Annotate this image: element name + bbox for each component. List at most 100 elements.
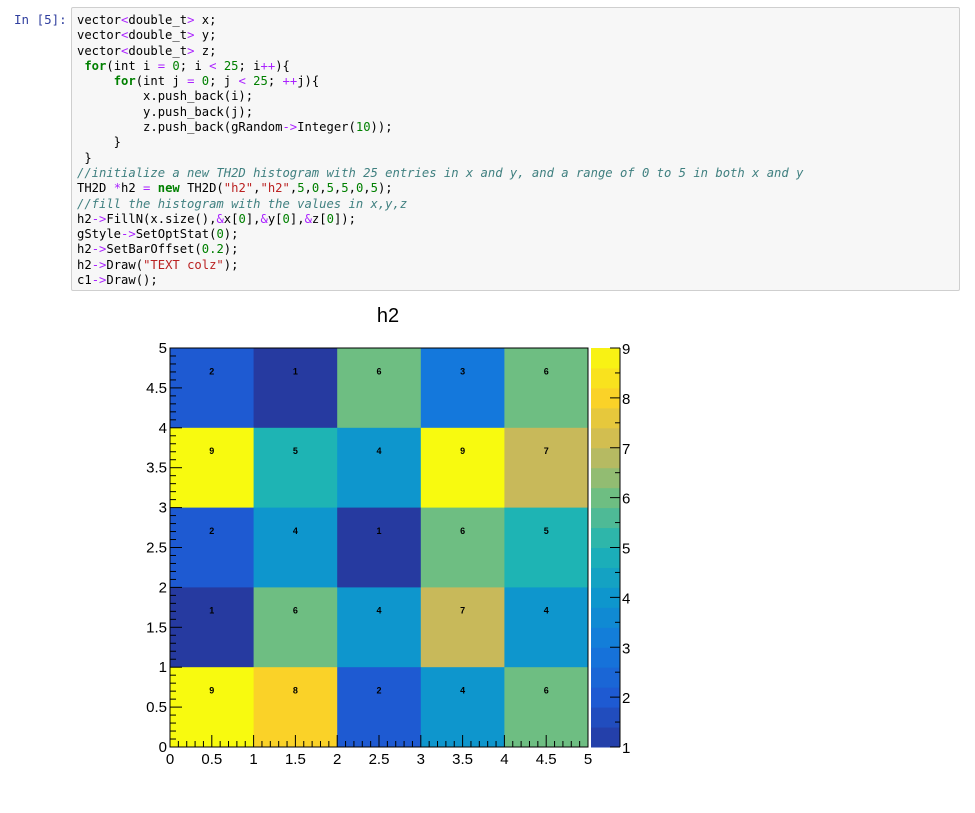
heatmap-cell: [420, 587, 505, 668]
cell-label: 2: [209, 526, 214, 536]
colorbar-tick-label: 6: [622, 491, 630, 508]
code-token: ; i: [238, 58, 261, 73]
heatmap-cell: [253, 427, 338, 509]
code-token: x;: [194, 13, 217, 27]
code-editor[interactable]: vector<double_t> x; vector<double_t> y; ve…: [77, 13, 803, 288]
code-line: vector<double_t> y;: [77, 28, 803, 43]
cell-label: 7: [544, 446, 549, 456]
colorbar-segment: [591, 587, 620, 608]
code-cell[interactable]: vector<double_t> x; vector<double_t> y; ve…: [71, 7, 960, 291]
code-token: ->: [91, 242, 107, 257]
code-token: >: [187, 43, 195, 58]
code-token: 0: [238, 211, 246, 226]
code-line: z.push_back(gRandom->Integer(10));: [77, 120, 803, 135]
y-tick-label: 2: [159, 579, 167, 596]
code-token: <: [121, 43, 129, 58]
code-token: ; j: [209, 74, 239, 89]
code-token: ],: [245, 211, 261, 226]
code-token: x.: [77, 89, 158, 104]
code-token: z;: [194, 43, 217, 58]
code-token: >: [187, 13, 195, 27]
colorbar-segment: [591, 507, 620, 529]
x-tick-label: 4.5: [536, 751, 557, 768]
cell-label: 4: [544, 606, 549, 616]
heatmap-cell: [170, 427, 255, 509]
y-tick-label: 4: [159, 420, 167, 437]
colorbar-segment: [591, 607, 620, 628]
code-token: =: [187, 74, 195, 89]
code-token: h2: [77, 257, 92, 272]
cell-label: 4: [376, 606, 381, 616]
code-line: TH2D *h2 = new TH2D("h2","h2",5,0,5,5,0,…: [77, 181, 803, 196]
code-line: c1->Draw();: [77, 273, 803, 288]
code-token: &: [304, 211, 312, 226]
x-tick-label: 5: [584, 751, 592, 768]
code-token: y.: [77, 104, 158, 119]
heatmap-cell: [420, 427, 505, 509]
colorbar-tick-label: 9: [622, 341, 630, 358]
colorbar-tick-label: 8: [622, 391, 630, 408]
heatmap-cell: [420, 667, 505, 748]
code-line: for(int j = 0; j < 25; ++j){: [77, 74, 803, 89]
y-tick-label: 3: [159, 500, 167, 517]
code-token: >: [187, 28, 195, 43]
code-token: ],: [289, 211, 305, 226]
colorbar-tick-label: 1: [622, 740, 630, 757]
code-token: 5: [297, 181, 305, 196]
code-token: 0: [216, 227, 224, 242]
cell-label: 9: [460, 446, 465, 456]
cell-label: 1: [293, 366, 298, 376]
code-token: ,: [333, 181, 342, 196]
code-line: //fill the histogram with the values in …: [77, 197, 803, 212]
code-token: "h2": [260, 181, 290, 196]
colorbar-segment: [591, 407, 620, 429]
code-token: );: [223, 257, 239, 272]
colorbar-tick-label: 7: [622, 441, 630, 458]
code-token: ; i: [179, 58, 210, 73]
colorbar-segment: [591, 348, 620, 369]
code-token: 0: [311, 181, 320, 196]
code-token: 5: [370, 181, 378, 196]
colorbar-segment: [591, 667, 620, 688]
code-line: }: [77, 135, 803, 150]
code-token: ++: [260, 58, 276, 73]
heatmap-cell: [253, 667, 338, 748]
heatmap-cell: [253, 348, 338, 429]
heatmap-cell: [504, 348, 589, 429]
code-token: for: [84, 58, 107, 73]
code-token: TH2D(: [179, 181, 224, 196]
cell-label: 4: [376, 446, 381, 456]
cell-label: 1: [376, 526, 381, 536]
code-token: c1: [77, 273, 92, 288]
code-token: ,: [304, 181, 312, 196]
code-token: <: [121, 28, 129, 43]
colorbar-segment: [591, 547, 620, 568]
code-line: x.push_back(i);: [77, 89, 803, 104]
y-tick-label: 1.5: [146, 619, 167, 636]
cell-label: 4: [460, 686, 465, 696]
code-token: z[: [311, 211, 327, 226]
code-token: 5: [326, 181, 334, 196]
input-prompt: In [5]:: [14, 12, 67, 27]
heatmap-cell: [504, 667, 589, 748]
code-token: 0: [326, 211, 334, 226]
code-token: double_t: [128, 43, 188, 58]
code-line: y.push_back(j);: [77, 105, 803, 120]
x-tick-label: 0: [166, 751, 174, 768]
code-line: }: [77, 151, 803, 166]
y-tick-label: 1: [159, 659, 167, 676]
colorbar-segment: [591, 447, 620, 469]
code-token: double_t: [128, 13, 188, 27]
code-token: vector: [77, 28, 122, 43]
code-token: "TEXT colz": [143, 257, 224, 272]
colorbar-segment: [591, 427, 620, 449]
code-token: =: [143, 181, 151, 196]
x-tick-label: 1.5: [285, 751, 306, 768]
code-token: 10: [355, 120, 371, 135]
code-token: y[: [267, 211, 283, 226]
code-token: *: [113, 181, 122, 196]
code-token: vector: [77, 43, 122, 58]
code-token: ,: [319, 181, 327, 196]
colorbar-segment: [591, 647, 620, 668]
